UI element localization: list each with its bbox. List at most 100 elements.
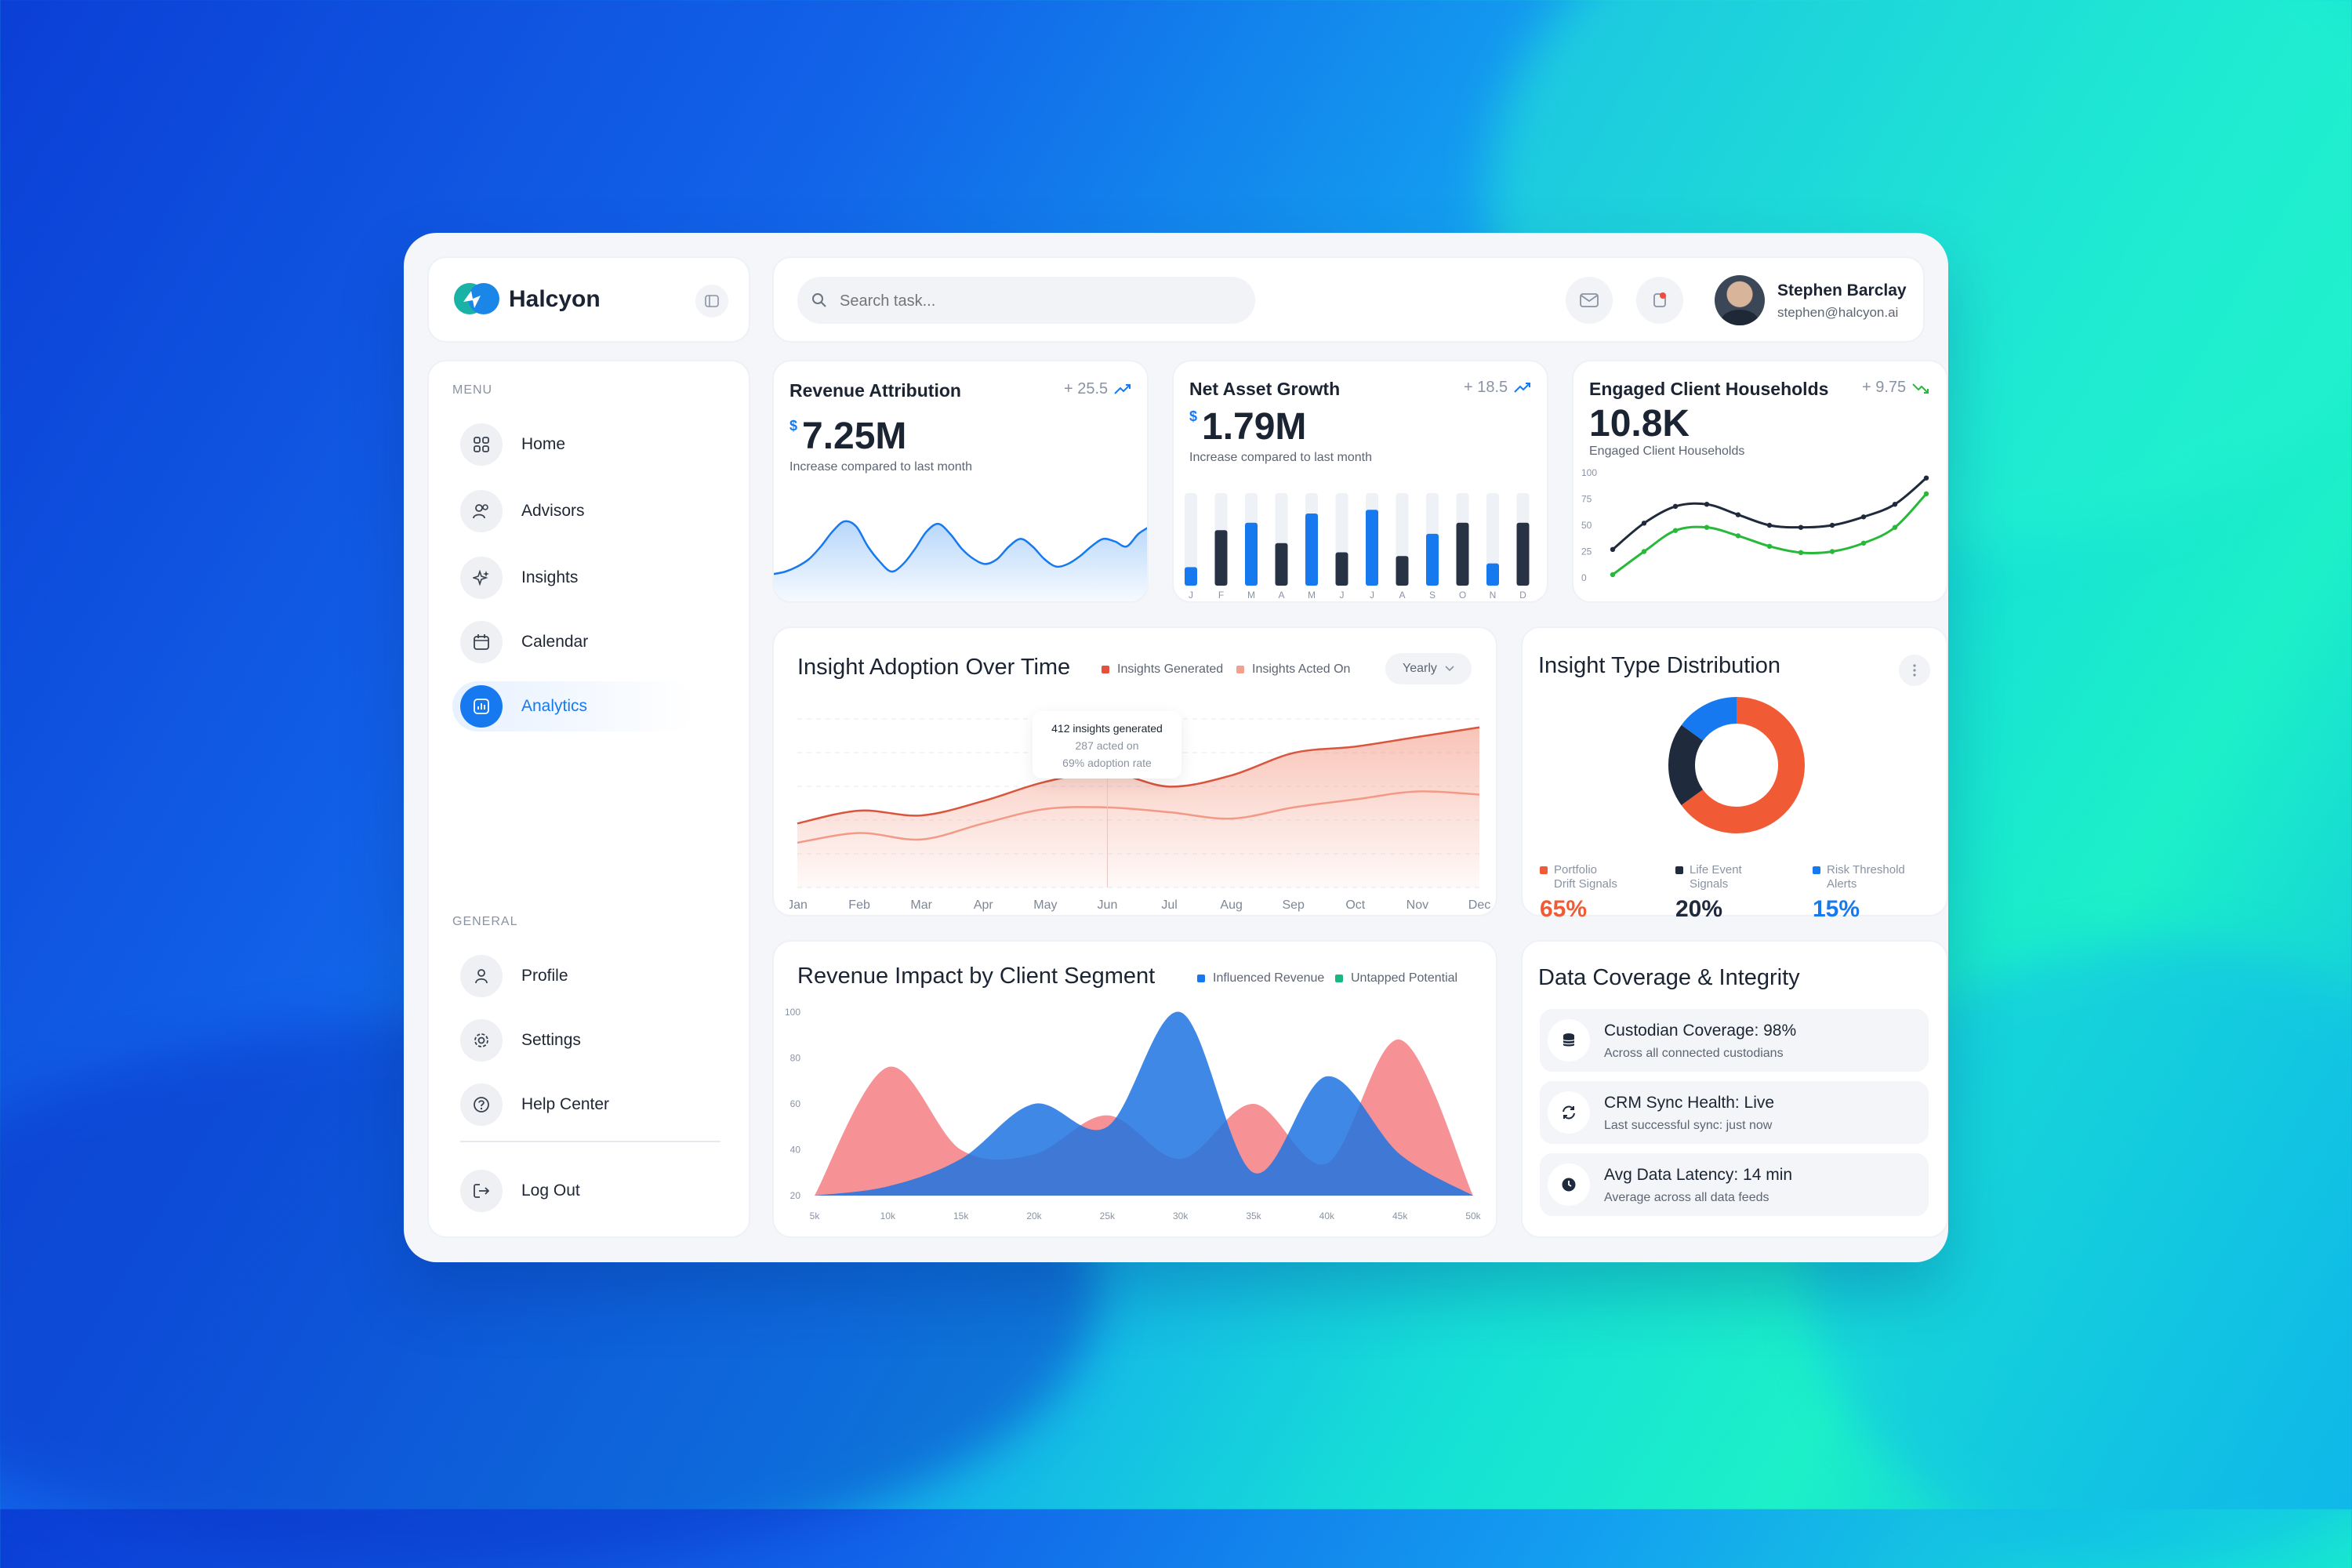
sidebar-item-label: Profile bbox=[521, 967, 568, 985]
kpi-subtitle: Increase compared to last month bbox=[1189, 451, 1373, 464]
bar-track bbox=[1486, 493, 1499, 586]
dashboard-window: Halcyon Stephen Barclay stephen@halcyon.… bbox=[404, 233, 1948, 1262]
series-point bbox=[1766, 522, 1773, 528]
revenue-attribution-card: Revenue Attribution + 25.5 $ 7.25M Incre… bbox=[772, 360, 1149, 603]
series-point bbox=[1798, 550, 1804, 556]
section-title: Revenue Impact by Client Segment bbox=[797, 964, 1156, 989]
trend-up-icon bbox=[1514, 382, 1531, 393]
engaged-households-card: Engaged Client Households + 9.75 10.8K E… bbox=[1572, 360, 1948, 603]
row-subtitle: Across all connected custodians bbox=[1604, 1047, 1784, 1060]
kpi-currency: $ bbox=[1189, 408, 1198, 424]
households-line-chart: 100 75 50 25 0 bbox=[1581, 467, 1929, 583]
revenue-sparkline bbox=[774, 520, 1147, 601]
x-tick: Jul bbox=[1161, 898, 1177, 912]
mail-icon bbox=[1580, 293, 1599, 307]
x-tick: 35k bbox=[1246, 1210, 1261, 1221]
grid-icon bbox=[474, 437, 489, 452]
trend-down-icon bbox=[1912, 383, 1929, 394]
data-coverage-card: Data Coverage & Integrity Custodian Cove… bbox=[1521, 940, 1948, 1238]
x-tick: 20k bbox=[1026, 1210, 1042, 1221]
bar-track bbox=[1185, 493, 1197, 586]
bell-icon bbox=[1653, 292, 1666, 307]
revenue-segment-card: Revenue Impact by Client Segment Influen… bbox=[772, 940, 1497, 1238]
series-point bbox=[1704, 502, 1710, 507]
halcyon-logo-icon bbox=[454, 283, 499, 314]
series-line bbox=[797, 790, 1480, 844]
bar bbox=[1516, 522, 1530, 586]
section-title: Insight Adoption Over Time bbox=[797, 655, 1071, 680]
row-title: Avg Data Latency: 14 min bbox=[1604, 1166, 1793, 1184]
help-icon bbox=[474, 1097, 489, 1112]
bar-label: N bbox=[1490, 590, 1497, 601]
bar bbox=[1185, 567, 1197, 586]
sidebar-toggle-button[interactable] bbox=[695, 285, 728, 318]
legend-insights-acted-on: Insights Acted On bbox=[1236, 662, 1350, 677]
bar bbox=[1396, 556, 1409, 586]
coverage-row-custodian[interactable]: Custodian Coverage: 98% Across all conne… bbox=[1540, 1009, 1929, 1072]
bar-label: F bbox=[1218, 590, 1224, 601]
notification-button[interactable] bbox=[1636, 277, 1683, 324]
coverage-row-crm-sync[interactable]: CRM Sync Health: Live Last successful sy… bbox=[1540, 1081, 1929, 1144]
series-point bbox=[1610, 572, 1616, 578]
distribution-donut-chart bbox=[1668, 697, 1805, 833]
kpi-title: Engaged Client Households bbox=[1589, 379, 1829, 399]
x-tick: Jun bbox=[1098, 898, 1118, 912]
sidebar-item-calendar[interactable]: Calendar bbox=[460, 617, 695, 667]
sidebar-item-advisors[interactable]: Advisors bbox=[460, 486, 695, 536]
search-input[interactable] bbox=[838, 286, 1233, 316]
brand-card: Halcyon bbox=[427, 256, 750, 343]
sparkline-line bbox=[774, 520, 1147, 575]
sidebar-item-home[interactable]: Home bbox=[460, 419, 695, 470]
period-select[interactable]: Yearly bbox=[1385, 653, 1472, 684]
kpi-delta: + 25.5 bbox=[1064, 380, 1131, 398]
series-area bbox=[815, 1011, 1473, 1196]
distribution-legend-item: Life Event Signals 20% bbox=[1675, 863, 1742, 922]
legend-insights-generated: Insights Generated bbox=[1102, 662, 1223, 677]
kpi-value: 10.8K bbox=[1589, 403, 1690, 445]
mail-button[interactable] bbox=[1566, 277, 1613, 324]
sidebar-item-settings[interactable]: Settings bbox=[460, 1015, 695, 1065]
more-options-button[interactable] bbox=[1899, 655, 1930, 686]
x-tick: Oct bbox=[1345, 898, 1365, 912]
series-point bbox=[1735, 512, 1741, 517]
bar-label: J bbox=[1340, 590, 1345, 601]
avatar[interactable] bbox=[1715, 275, 1765, 325]
calendar-icon bbox=[474, 634, 489, 650]
kpi-value: 7.25M bbox=[802, 416, 907, 457]
legend-influenced-revenue: Influenced Revenue bbox=[1197, 971, 1324, 985]
sidebar-divider bbox=[460, 1141, 720, 1142]
row-subtitle: Average across all data feeds bbox=[1604, 1191, 1769, 1204]
sidebar-item-analytics[interactable]: Analytics bbox=[452, 681, 695, 731]
series-point bbox=[1735, 533, 1741, 539]
series-point bbox=[1766, 543, 1773, 549]
coverage-row-latency[interactable]: Avg Data Latency: 14 min Average across … bbox=[1540, 1153, 1929, 1216]
series-area bbox=[797, 727, 1479, 887]
gear-icon bbox=[474, 1033, 488, 1047]
top-bar: Stephen Barclay stephen@halcyon.ai bbox=[772, 256, 1925, 343]
sidebar-item-help-center[interactable]: Help Center bbox=[460, 1080, 695, 1130]
segment-area-chart: 100 80 60 40 20 5k 10k 15k 20k 25k 30k 35k 40k 45k 50k bbox=[785, 1007, 1482, 1221]
more-vertical-icon bbox=[1913, 664, 1916, 677]
x-tick: Apr bbox=[974, 898, 994, 912]
kpi-subtitle: Engaged Client Households bbox=[1589, 445, 1745, 458]
panel-icon bbox=[705, 295, 719, 307]
search-box[interactable] bbox=[797, 277, 1255, 324]
x-tick: 45k bbox=[1392, 1210, 1408, 1221]
trend-up-icon bbox=[1114, 383, 1131, 394]
x-tick: 10k bbox=[880, 1210, 896, 1221]
bar bbox=[1426, 533, 1439, 586]
row-title: Custodian Coverage: 98% bbox=[1604, 1022, 1797, 1040]
donut-slice bbox=[1668, 697, 1805, 833]
sidebar-item-profile[interactable]: Profile bbox=[460, 951, 695, 1001]
chevron-down-icon bbox=[1445, 666, 1454, 672]
bar bbox=[1486, 563, 1499, 586]
row-title: CRM Sync Health: Live bbox=[1604, 1094, 1775, 1112]
clock-icon bbox=[1562, 1178, 1576, 1192]
sidebar-item-insights[interactable]: Insights bbox=[460, 553, 695, 603]
x-tick: 30k bbox=[1173, 1210, 1189, 1221]
x-tick: 40k bbox=[1319, 1210, 1335, 1221]
y-tick: 50 bbox=[1581, 520, 1592, 531]
kpi-subtitle: Increase compared to last month bbox=[789, 460, 973, 474]
logout-button[interactable]: Log Out bbox=[460, 1166, 695, 1216]
x-tick: Sep bbox=[1282, 898, 1305, 912]
